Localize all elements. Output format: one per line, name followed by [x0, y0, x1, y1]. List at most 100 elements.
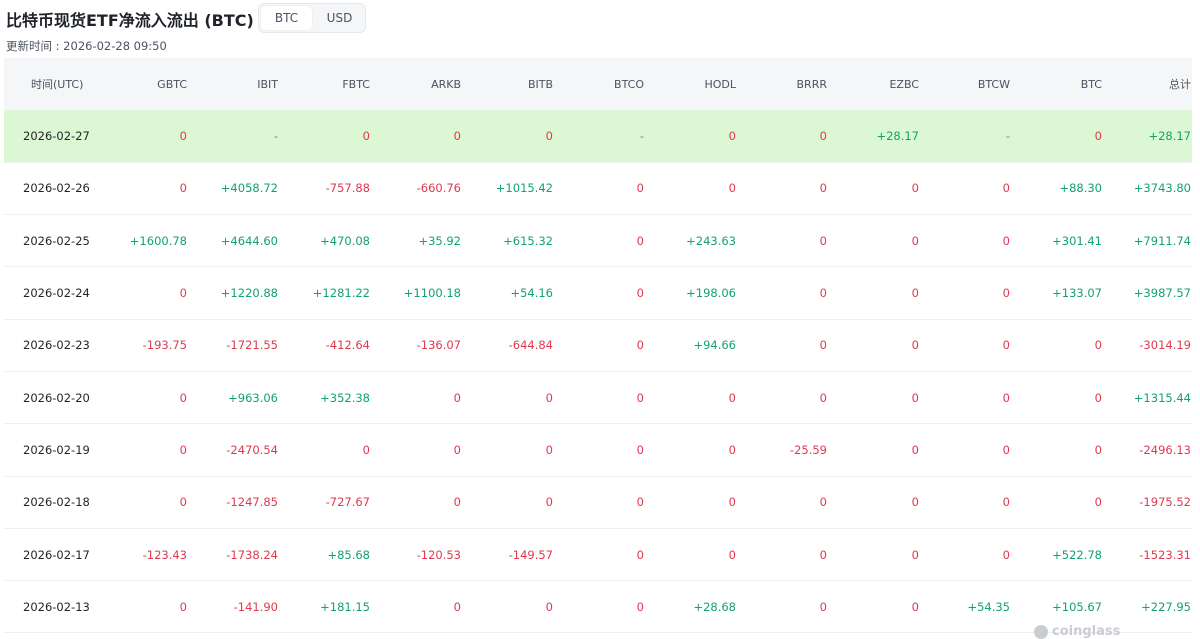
table-row: 2026-02-19 0 -2470.54 0 0 0 0 0 -25.59 0 0 0 -2496.1…: [4, 424, 1192, 477]
flow-cell: 0: [819, 599, 827, 614]
flow-cell: -: [639, 128, 644, 143]
flow-cell: 0: [819, 181, 827, 196]
flow-cell: 0: [179, 390, 187, 405]
table-row: 2026-02-20 0 +963.06 +352.38 0 0 0 0 0 0 0 0 +1315.4…: [4, 371, 1192, 424]
column-header-btc[interactable]: BTC: [1080, 77, 1102, 91]
flow-cell: -644.84: [508, 338, 553, 353]
date-cell: 2026-02-26: [23, 181, 90, 196]
etf-flow-table: 时间(UTC) GBTC IBIT FBTC ARKB BITB BTCO HODL BRRR E…: [4, 58, 1192, 633]
flow-cell: 0: [179, 495, 187, 510]
flow-cell: +4058.72: [220, 181, 278, 196]
date-cell: 2026-02-17: [23, 547, 90, 562]
flow-cell: 0: [728, 390, 736, 405]
flow-cell: 0: [911, 495, 919, 510]
flow-cell: +181.15: [320, 599, 370, 614]
flow-cell: 0: [911, 599, 919, 614]
column-header-ezbc[interactable]: EZBC: [889, 77, 919, 91]
toggle-btc-button[interactable]: BTC: [261, 6, 312, 30]
column-header-brrr[interactable]: BRRR: [796, 77, 827, 91]
flow-cell: 0: [636, 338, 644, 353]
flow-cell: +85.68: [327, 547, 370, 562]
total-cell: +227.95: [1141, 599, 1191, 614]
flow-cell: 0: [179, 442, 187, 457]
flow-cell: 0: [1094, 390, 1102, 405]
flow-cell: 0: [179, 128, 187, 143]
coinglass-watermark: coinglass: [1034, 624, 1120, 639]
date-cell: 2026-02-25: [23, 233, 90, 248]
column-header-hodl[interactable]: HODL: [704, 77, 736, 91]
flow-cell: 0: [819, 547, 827, 562]
flow-cell: +4644.60: [220, 233, 278, 248]
flow-cell: 0: [911, 181, 919, 196]
total-cell: +28.17: [1148, 128, 1191, 143]
total-cell: +3987.57: [1133, 286, 1191, 301]
table-body: 2026-02-27 0-0 0 0-0 0 +28.17-0 +28.17 2026-02-…: [4, 110, 1192, 633]
column-header-btco[interactable]: BTCO: [614, 77, 644, 91]
flow-cell: 0: [911, 547, 919, 562]
flow-cell: 0: [453, 495, 461, 510]
column-header-fbtc[interactable]: FBTC: [342, 77, 370, 91]
flow-cell: 0: [545, 390, 553, 405]
column-header-gbtc[interactable]: GBTC: [157, 77, 187, 91]
column-header-date[interactable]: 时间(UTC): [31, 78, 84, 91]
flow-cell: 0: [179, 181, 187, 196]
page-header: 比特币现货ETF净流入流出 (BTC) BTC USD 更新时间 : 2026-…: [0, 0, 1200, 60]
flow-cell: 0: [911, 286, 919, 301]
flow-cell: 0: [453, 390, 461, 405]
date-cell: 2026-02-20: [23, 390, 90, 405]
flow-cell: 0: [911, 442, 919, 457]
column-header-total[interactable]: 总计: [1169, 78, 1191, 91]
flow-cell: 0: [545, 128, 553, 143]
flow-cell: 0: [636, 547, 644, 562]
date-cell: 2026-02-18: [23, 495, 90, 510]
column-header-ibit[interactable]: IBIT: [257, 77, 278, 91]
flow-cell: -123.43: [142, 547, 187, 562]
flow-cell: 0: [179, 286, 187, 301]
flow-cell: 0: [819, 495, 827, 510]
column-header-btcw[interactable]: BTCW: [977, 77, 1010, 91]
flow-cell: 0: [1002, 233, 1010, 248]
flow-cell: 0: [636, 233, 644, 248]
flow-cell: +105.67: [1052, 599, 1102, 614]
flow-cell: 0: [819, 128, 827, 143]
flow-cell: -25.59: [789, 442, 827, 457]
flow-cell: 0: [1094, 128, 1102, 143]
total-cell: -3014.19: [1139, 338, 1191, 353]
currency-toggle[interactable]: BTC USD: [258, 3, 366, 33]
date-cell: 2026-02-27: [23, 128, 90, 143]
flow-cell: +615.32: [503, 233, 553, 248]
table-row: 2026-02-13 0 -141.90 +181.15 0 0 0 +28.68 0 0 +54.…: [4, 581, 1192, 633]
flow-cell: 0: [819, 233, 827, 248]
flow-cell: 0: [636, 495, 644, 510]
table-header-row: 时间(UTC) GBTC IBIT FBTC ARKB BITB BTCO HODL BRRR E…: [4, 58, 1192, 110]
flow-cell: -141.90: [233, 599, 278, 614]
flow-cell: -412.64: [325, 338, 370, 353]
flow-cell: -1721.55: [226, 338, 278, 353]
flow-cell: +963.06: [228, 390, 278, 405]
coinglass-logo-icon: [1034, 624, 1048, 639]
flow-cell: 0: [1002, 286, 1010, 301]
flow-cell: 0: [911, 390, 919, 405]
column-header-bitb[interactable]: BITB: [527, 77, 553, 91]
flow-cell: 0: [728, 495, 736, 510]
flow-cell: 0: [728, 442, 736, 457]
flow-cell: +243.63: [686, 233, 736, 248]
flow-cell: +198.06: [686, 286, 736, 301]
updated-time: 更新时间 : 2026-02-28 09:50: [6, 39, 167, 53]
date-cell: 2026-02-23: [23, 338, 90, 353]
total-cell: +1315.44: [1133, 390, 1191, 405]
flow-cell: +1281.22: [312, 286, 370, 301]
flow-cell: -149.57: [508, 547, 553, 562]
flow-cell: 0: [179, 599, 187, 614]
flow-cell: -: [1005, 128, 1010, 143]
flow-cell: 0: [1002, 390, 1010, 405]
flow-cell: 0: [545, 495, 553, 510]
flow-cell: 0: [1094, 495, 1102, 510]
total-cell: -2496.13: [1139, 442, 1191, 457]
flow-cell: -1247.85: [226, 495, 278, 510]
toggle-usd-button[interactable]: USD: [326, 11, 353, 25]
flow-cell: -660.76: [416, 181, 461, 196]
flow-cell: +133.07: [1052, 286, 1102, 301]
column-header-arkb[interactable]: ARKB: [431, 77, 461, 91]
table-row: 2026-02-17 -123.43 -1738.24 +85.68 -120.53 -1…: [4, 528, 1192, 581]
